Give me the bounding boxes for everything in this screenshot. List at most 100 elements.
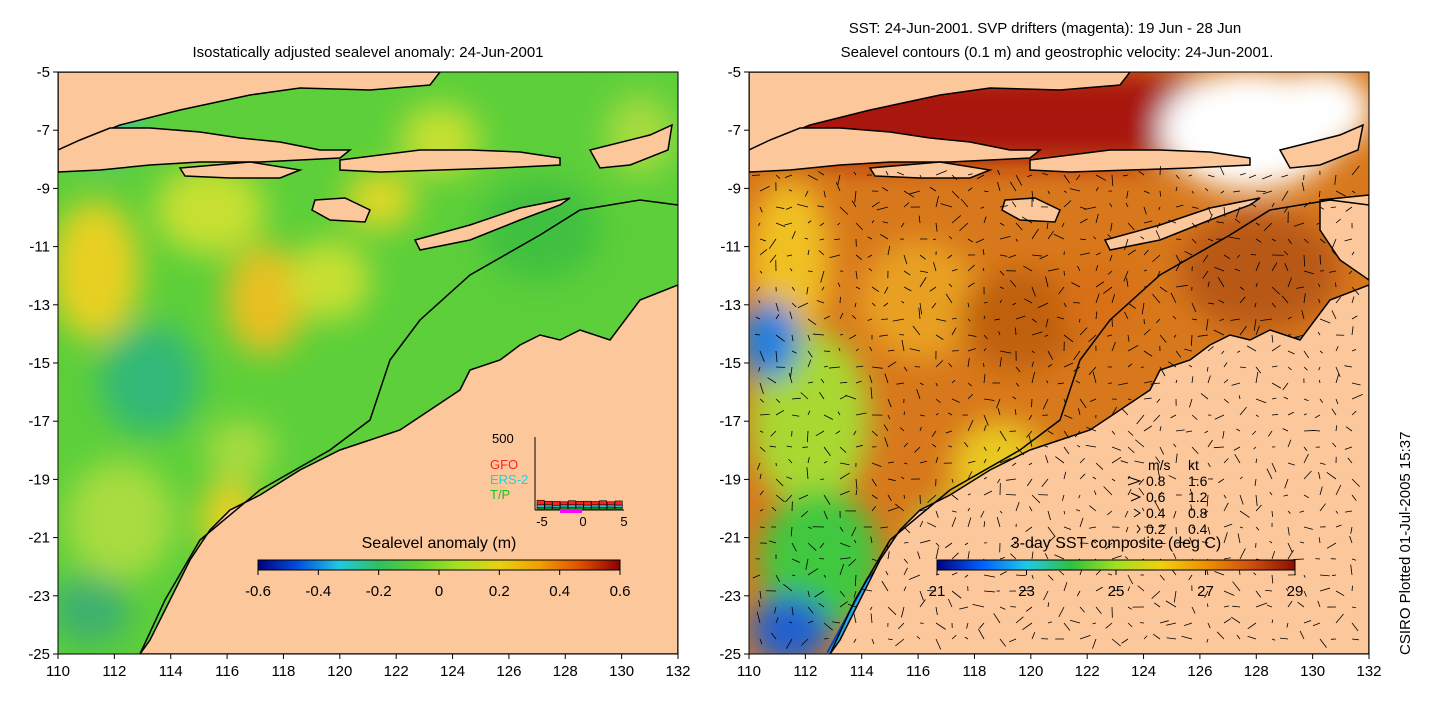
velocity-vector [1111,478,1116,482]
velocity-vector [1031,350,1035,354]
velocity-vector [1059,570,1065,576]
velocity-vector [1207,214,1213,224]
inset-bar-gfo [614,500,623,506]
velocity-vector [1319,350,1324,354]
velocity-vector [1239,286,1245,291]
velocity-vector [1168,361,1177,368]
velocity-vector [1344,238,1353,242]
velocity-vector [999,357,1002,368]
velocity-vector [1111,294,1116,304]
velocity-vector [1239,510,1250,518]
velocity-vector [1118,382,1129,386]
right-y-tick-label: -7 [728,122,741,139]
velocity-vector [791,286,796,291]
velocity-vector [1351,585,1353,592]
velocity-vector [1191,302,1197,313]
right-title-line2: Sealevel contours (0.1 m) and geostrophi… [841,44,1274,61]
velocity-vector [1143,269,1147,272]
velocity-vector [1351,349,1357,352]
velocity-vector [1005,494,1017,496]
velocity-vector [1335,373,1340,384]
velocity-vector [951,268,958,272]
velocity-vector [1152,254,1161,263]
velocity-vector [1207,375,1211,384]
velocity-vector [807,334,811,341]
left-y-tick-label: -13 [28,297,50,314]
velocity-vector [1279,637,1289,640]
velocity-vector [983,458,987,464]
velocity-vector [945,293,953,304]
velocity-vector [1175,260,1182,272]
right-x-tick-label: 132 [1356,663,1381,680]
velocity-vector [1206,638,1209,643]
left-colorbar-tick: -0.4 [305,583,331,600]
velocity-vector [1028,462,1033,466]
velocity-vector [1303,470,1312,480]
velocity-vector [759,248,768,256]
velocity-vector [1076,444,1081,448]
velocity-vector [881,187,889,192]
velocity-vector [983,398,995,401]
velocity-vector [1024,298,1033,304]
velocity-vector [1106,510,1113,516]
velocity-vector [870,387,873,400]
velocity-vector [1293,558,1305,560]
velocity-vector [963,441,969,448]
velocity-vector [1239,548,1246,560]
right-x-tick-label: 120 [1018,663,1043,680]
velocity-vector [982,267,985,272]
velocity-vector [1061,222,1065,228]
velocity-vector [839,395,848,400]
velocity-vector [839,206,849,215]
velocity-vector [1152,293,1161,304]
velocity-vector [1271,619,1274,624]
inset-bar-gfo [567,500,576,506]
inset-legend-gfo: GFO [490,457,518,472]
velocity-vector [1028,414,1033,420]
velocity-vector [1335,613,1344,624]
velocity-vector [1166,622,1177,626]
velocity-vector [887,542,889,549]
velocity-vector [1173,443,1177,448]
velocity-vector [1095,586,1103,592]
velocity-vector [1175,254,1182,265]
left-x-tick-label: 118 [271,663,295,680]
velocity-vector [903,190,915,198]
velocity-vector [1253,446,1257,450]
velocity-vector [775,617,779,624]
velocity-vector [919,302,923,315]
velocity-vector [1255,261,1260,272]
left-x-tick-label: 122 [384,663,409,680]
velocity-vector [759,509,764,512]
velocity-vector [1331,249,1337,256]
velocity-vector [867,236,873,240]
velocity-vector [1255,325,1260,336]
velocity-vector [1053,233,1065,240]
velocity-vector [951,174,958,181]
velocity-vector [1271,334,1274,343]
velocity-vector [769,445,777,448]
velocity-vector [759,413,770,416]
velocity-vector [983,301,988,304]
velocity-vector [1228,236,1241,240]
velocity-vector [1127,446,1135,454]
velocity-vector [775,302,779,312]
velocity-vector [1120,460,1129,464]
velocity-vector [1214,266,1225,272]
right-x-tick-label: 126 [1187,663,1212,680]
velocity-vector [1054,554,1065,560]
inset-legend-ers2: ERS-2 [490,472,528,487]
velocity-vector [1303,446,1308,452]
velocity-vector [1044,553,1049,560]
velocity-vector [758,222,761,227]
velocity-vector [947,254,953,259]
velocity-vector [820,270,825,283]
velocity-vector [797,302,809,309]
velocity-vector [935,413,939,416]
left-y-tick-label: -17 [28,413,50,430]
velocity-vector [1079,218,1088,224]
velocity-vector [1143,318,1145,325]
velocity-vector [919,508,930,512]
velocity-vector [919,174,922,179]
velocity-vector [1232,581,1241,592]
